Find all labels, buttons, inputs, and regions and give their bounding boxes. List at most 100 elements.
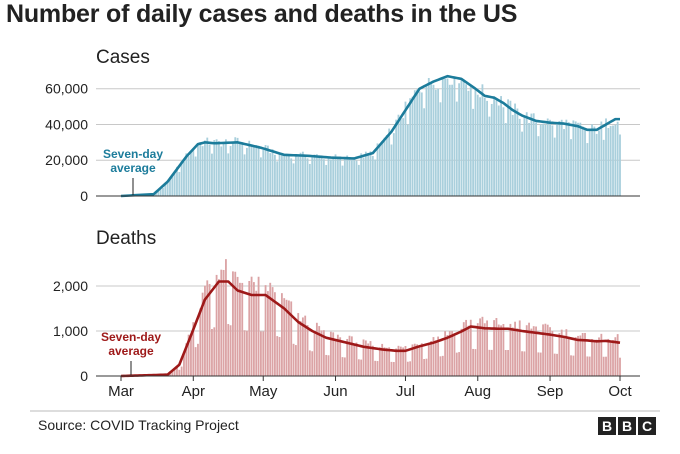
cases-seven-day-average-line bbox=[120, 74, 620, 198]
cases-daily-bar bbox=[201, 146, 204, 196]
cases-daily-bar bbox=[453, 78, 456, 196]
cases-daily-bar bbox=[292, 163, 295, 196]
x-axis-month-label: Jun bbox=[323, 383, 347, 400]
deaths-daily-bar bbox=[577, 335, 579, 376]
cases-daily-bar bbox=[406, 124, 409, 196]
cases-daily-bar bbox=[409, 98, 412, 196]
cases-daily-bar bbox=[402, 118, 405, 196]
deaths-daily-bar bbox=[381, 343, 384, 376]
cases-daily-bar bbox=[218, 141, 220, 196]
deaths-daily-bar bbox=[201, 292, 204, 376]
cases-daily-bar bbox=[502, 107, 505, 196]
cases-daily-bar bbox=[563, 129, 565, 196]
deaths-daily-bar bbox=[521, 351, 523, 376]
deaths-daily-bar bbox=[329, 331, 332, 376]
deaths-daily-bar bbox=[185, 343, 188, 376]
cases-daily-bar bbox=[306, 158, 309, 196]
deaths-daily-bar bbox=[493, 320, 495, 376]
cases-daily-bar bbox=[222, 142, 225, 196]
cases-daily-bar bbox=[339, 156, 342, 196]
deaths-daily-bar bbox=[243, 330, 246, 376]
deaths-daily-bar bbox=[490, 349, 493, 376]
cases-daily-bar bbox=[346, 155, 349, 196]
cases-daily-bar bbox=[581, 126, 584, 196]
deaths-daily-bar bbox=[346, 338, 349, 376]
deaths-daily-bar bbox=[584, 332, 586, 376]
deaths-daily-bar bbox=[297, 313, 300, 376]
cases-daily-bar bbox=[280, 154, 283, 196]
deaths-daily-bar bbox=[222, 269, 225, 376]
cases-daily-bar bbox=[364, 151, 367, 196]
deaths-daily-bar bbox=[171, 370, 174, 376]
deaths-daily-bar bbox=[262, 331, 265, 376]
cases-daily-bar bbox=[232, 142, 234, 196]
deaths-daily-bar bbox=[488, 349, 491, 376]
cases-daily-bar bbox=[313, 154, 316, 196]
cases-daily-bar bbox=[579, 122, 582, 196]
deaths-daily-bar bbox=[616, 334, 619, 376]
cases-daily-bar bbox=[164, 183, 167, 196]
deaths-daily-bar bbox=[609, 340, 612, 376]
cases-daily-bar bbox=[327, 156, 330, 196]
deaths-daily-bar bbox=[241, 282, 244, 376]
cases-ytick-label: 60,000 bbox=[45, 81, 88, 97]
cases-daily-bar bbox=[493, 96, 495, 196]
deaths-daily-bar bbox=[406, 361, 409, 376]
deaths-daily-bar bbox=[416, 344, 419, 376]
deaths-daily-bar bbox=[357, 359, 360, 376]
cases-daily-bar bbox=[290, 158, 293, 196]
deaths-daily-bar bbox=[273, 292, 276, 376]
deaths-daily-bar bbox=[563, 336, 565, 376]
deaths-daily-bar bbox=[227, 324, 230, 376]
cases-daily-bar bbox=[367, 152, 370, 196]
deaths-daily-bar bbox=[455, 352, 458, 376]
deaths-daily-bar bbox=[192, 322, 195, 376]
deaths-daily-bar bbox=[278, 337, 281, 376]
cases-daily-bar bbox=[455, 101, 458, 196]
cases-daily-bar bbox=[250, 146, 253, 196]
deaths-daily-bar bbox=[586, 356, 589, 376]
deaths-daily-bar bbox=[465, 319, 468, 376]
deaths-daily-bar bbox=[183, 352, 185, 376]
deaths-daily-bar bbox=[339, 337, 342, 376]
cases-daily-bar bbox=[612, 125, 614, 196]
cases-daily-bar bbox=[199, 142, 202, 196]
deaths-daily-bar bbox=[213, 327, 216, 376]
cases-daily-bar bbox=[159, 188, 162, 196]
cases-daily-bar bbox=[299, 152, 302, 196]
deaths-daily-bar bbox=[364, 340, 367, 376]
cases-daily-bar bbox=[413, 90, 416, 196]
deaths-daily-bar bbox=[253, 282, 255, 376]
cases-daily-bar bbox=[553, 137, 556, 196]
cases-daily-bar bbox=[535, 122, 537, 196]
cases-daily-bar bbox=[176, 166, 178, 196]
cases-daily-bar bbox=[518, 118, 521, 196]
cases-daily-bar bbox=[192, 148, 195, 196]
deaths-daily-bar bbox=[619, 357, 621, 376]
cases-daily-bar bbox=[567, 122, 570, 196]
deaths-daily-bar bbox=[598, 337, 600, 376]
deaths-daily-bar bbox=[460, 328, 463, 376]
cases-daily-bar bbox=[348, 158, 351, 196]
deaths-daily-bar bbox=[360, 359, 363, 376]
deaths-daily-bar bbox=[341, 357, 344, 376]
cases-daily-bar bbox=[381, 141, 384, 196]
cases-daily-bar bbox=[504, 123, 507, 196]
deaths-daily-bar bbox=[285, 299, 288, 376]
deaths-daily-bar bbox=[404, 345, 407, 376]
cases-daily-bar bbox=[311, 156, 314, 196]
deaths-daily-bar bbox=[178, 369, 181, 376]
cases-daily-bar bbox=[329, 159, 332, 196]
cases-ytick-label: 40,000 bbox=[45, 116, 88, 132]
deaths-daily-bar bbox=[378, 347, 381, 376]
cases-daily-bar bbox=[542, 123, 544, 196]
deaths-ytick-label: 2,000 bbox=[53, 278, 88, 294]
deaths-daily-bar bbox=[248, 281, 251, 376]
cases-daily-bar bbox=[483, 97, 486, 196]
cases-daily-bar bbox=[404, 101, 407, 196]
deaths-daily-bar bbox=[502, 324, 505, 376]
cases-daily-bar bbox=[187, 156, 190, 196]
deaths-daily-bar bbox=[572, 355, 575, 376]
cases-daily-bar bbox=[525, 112, 528, 196]
deaths-daily-bar bbox=[218, 279, 220, 376]
